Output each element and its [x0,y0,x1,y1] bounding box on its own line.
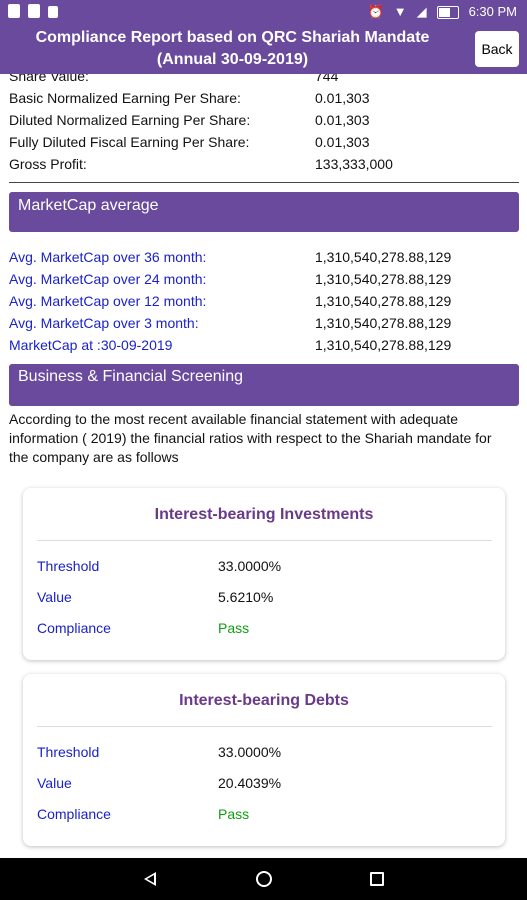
card-title: Interest-bearing Debts [179,692,349,709]
marketcap-row: MarketCap at :30-09-2019 1,310,540,278.8… [9,334,451,356]
wifi-icon: ▼ [393,4,407,19]
financial-label: Share Value: [9,74,89,84]
nav-back-icon[interactable] [144,872,156,886]
marketcap-label: Avg. MarketCap over 12 month: [9,293,207,309]
financial-row: Basic Normalized Earning Per Share: 0.01… [9,87,370,109]
ratio-card-investments: Interest-bearing Investments Threshold 3… [23,488,505,660]
system-nav-bar [0,858,527,900]
financial-label: Diluted Normalized Earning Per Share: [9,112,251,128]
signal-icon: ◢ [416,4,427,19]
page-title: Compliance Report based on QRC Shariah M… [0,27,465,71]
compliance-label: Compliance [37,620,111,636]
marketcap-row: Avg. MarketCap over 36 month: 1,310,540,… [9,246,451,268]
marketcap-header: MarketCap average [9,192,519,232]
threshold-row: Threshold 33.0000% [37,556,281,576]
compliance-row: Compliance Pass [37,618,249,638]
compliance-row: Compliance Pass [37,804,249,824]
marketcap-value: 1,310,540,278.88,129 [315,249,452,265]
card-divider [37,726,492,727]
image-icon [8,4,20,18]
marketcap-value: 1,310,540,278.88,129 [315,271,452,287]
financial-row: Gross Profit: 133,333,000 [9,153,393,175]
threshold-value: 33.0000% [218,558,282,574]
marketcap-row: Avg. MarketCap over 12 month: 1,310,540,… [9,290,451,312]
financial-row: Diluted Normalized Earning Per Share: 0.… [9,109,370,131]
marketcap-label: Avg. MarketCap over 24 month: [9,271,207,287]
threshold-row: Threshold 33.0000% [37,742,281,762]
status-time: 6:30 PM [468,4,517,19]
marketcap-row: Avg. MarketCap over 3 month: 1,310,540,2… [9,312,451,334]
nav-home-icon[interactable] [256,871,272,887]
page-title-line1: Compliance Report based on QRC Shariah M… [35,29,430,46]
alarm-icon: ⏰ [367,4,384,19]
marketcap-row: Avg. MarketCap over 24 month: 1,310,540,… [9,268,451,290]
ratio-value: 20.4039% [218,775,282,791]
marketcap-label: MarketCap at :30-09-2019 [9,337,173,353]
financial-row: Fully Diluted Fiscal Earning Per Share: … [9,131,370,153]
value-row: Value 20.4039% [37,773,281,793]
financial-value: 133,333,000 [315,156,393,172]
marketcap-value: 1,310,540,278.88,129 [315,337,452,353]
report-content[interactable]: Share Value: 744 Basic Normalized Earnin… [0,74,527,858]
financial-row: Share Value: 744 [9,74,338,87]
marketcap-value: 1,310,540,278.88,129 [315,315,452,331]
marketcap-label: Avg. MarketCap over 36 month: [9,249,207,265]
financial-value: 0.01,303 [315,134,370,150]
compliance-label: Compliance [37,806,111,822]
value-label: Value [37,775,72,791]
screening-description: According to the most recent available f… [9,411,492,465]
lock-icon [48,6,58,18]
financial-label: Basic Normalized Earning Per Share: [9,90,241,106]
financial-label: Fully Diluted Fiscal Earning Per Share: [9,134,250,150]
financial-value: 744 [315,74,339,84]
threshold-value: 33.0000% [218,744,282,760]
card-divider [37,540,492,541]
financial-value: 0.01,303 [315,90,370,106]
battery-icon [436,6,459,19]
sd-card-icon [28,4,40,18]
marketcap-value: 1,310,540,278.88,129 [315,293,452,309]
marketcap-label: Avg. MarketCap over 3 month: [9,315,199,331]
threshold-label: Threshold [37,558,100,574]
financial-value: 0.01,303 [315,112,370,128]
ratio-card-debts: Interest-bearing Debts Threshold 33.0000… [23,674,505,846]
status-bar: ⏰ ▼ ◢ 6:30 PM [0,0,527,24]
nav-recents-icon[interactable] [370,872,384,886]
section-divider [9,182,519,183]
screening-header: Business & Financial Screening [9,364,519,406]
compliance-status: Pass [218,620,250,636]
compliance-status: Pass [218,806,250,822]
app-bar: Compliance Report based on QRC Shariah M… [0,24,527,74]
value-label: Value [37,589,72,605]
ratio-value: 5.6210% [218,589,274,605]
card-title: Interest-bearing Investments [154,506,374,523]
financial-label: Gross Profit: [9,156,87,172]
threshold-label: Threshold [37,744,100,760]
back-button[interactable]: Back [475,31,519,67]
value-row: Value 5.6210% [37,587,273,607]
page-title-line2: (Annual 30-09-2019) [156,51,309,68]
